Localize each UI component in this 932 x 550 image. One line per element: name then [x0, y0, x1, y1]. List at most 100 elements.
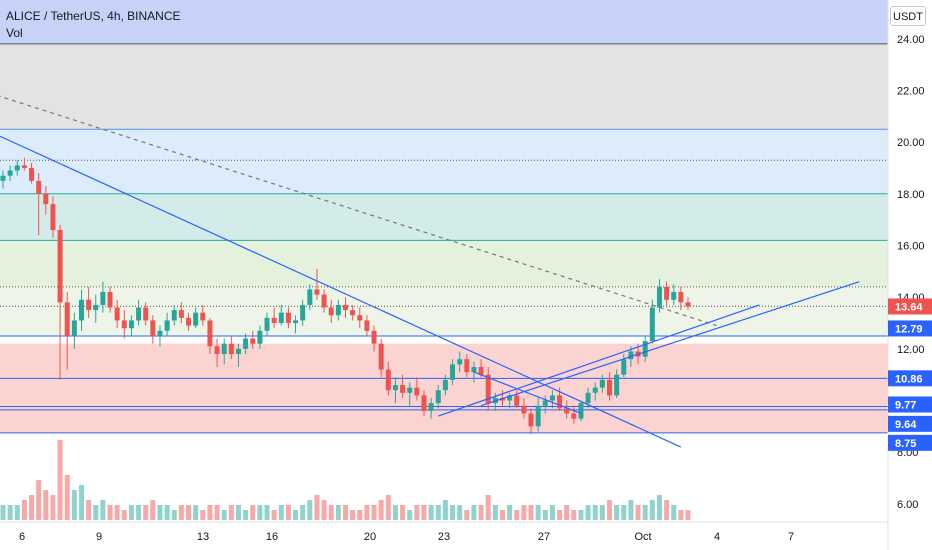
- volume-bar-63: [450, 505, 456, 520]
- candle-body-57: [407, 387, 413, 393]
- candle-body-79: [564, 408, 570, 414]
- candle-body-94: [671, 292, 677, 300]
- candle-body-66: [471, 366, 477, 373]
- candle-body-6: [43, 193, 49, 205]
- volume-bar-37: [264, 505, 270, 520]
- time-tick-3: 16: [266, 531, 278, 543]
- volume-bar-38: [271, 510, 277, 520]
- candle-body-37: [264, 317, 270, 331]
- candle-body-55: [392, 385, 398, 391]
- candle-body-71: [507, 395, 513, 401]
- volume-bar-40: [285, 505, 291, 520]
- candle-body-31: [221, 343, 227, 355]
- trendlines: [0, 95, 860, 448]
- volume-bar-56: [400, 505, 406, 520]
- last-price-label-bg: [888, 298, 932, 315]
- candle-body-60: [428, 403, 434, 411]
- time-tick-6: 27: [538, 531, 550, 543]
- candle-body-24: [171, 310, 177, 321]
- candle-body-40: [285, 312, 291, 324]
- candle-body-10: [71, 320, 77, 336]
- volume-bar-96: [685, 510, 691, 520]
- candle-body-9: [64, 302, 70, 336]
- candle-body-48: [343, 304, 348, 311]
- candle-body-91: [649, 307, 655, 342]
- candle-body-75: [535, 405, 541, 427]
- time-tick-0: 6: [19, 531, 25, 543]
- candle-body-27: [193, 312, 199, 326]
- candle-body-81: [578, 403, 584, 419]
- volume-bar-13: [93, 505, 99, 520]
- price-axis-bg: [888, 0, 932, 550]
- volume-bar-6: [43, 490, 49, 520]
- candle-body-85: [607, 379, 613, 396]
- candle-body-16: [114, 307, 120, 321]
- price-tick-1: 22.00: [897, 85, 925, 97]
- candle-body-39: [278, 312, 284, 324]
- volume-bar-19: [136, 505, 142, 520]
- candle-body-3: [21, 165, 27, 168]
- volume-bar-91: [649, 500, 655, 520]
- candle-body-67: [478, 366, 484, 375]
- volume-bar-14: [100, 500, 106, 520]
- volume-bar-78: [557, 510, 563, 520]
- candle-body-47: [335, 304, 341, 316]
- candle-body-7: [50, 204, 56, 230]
- candle-body-84: [599, 379, 605, 388]
- volume-bar-32: [228, 505, 234, 520]
- price-zone-3: [0, 193, 888, 241]
- volume-bar-0: [0, 505, 6, 520]
- volume-bar-12: [86, 500, 92, 520]
- descending-trendline: [0, 135, 682, 448]
- candle-body-8: [57, 229, 63, 303]
- candle-body-63: [450, 364, 456, 380]
- horizontal-levels: [0, 43, 888, 434]
- candle-body-30: [214, 346, 220, 355]
- time-tick-7: Oct: [634, 531, 651, 543]
- time-tick-4: 20: [364, 531, 376, 543]
- price-zone-5: [0, 286, 888, 336]
- volume-bar-31: [221, 510, 227, 520]
- level-label-964-bg: [888, 415, 932, 432]
- rising-trendline-2: [480, 281, 860, 407]
- price-axis: 24.0022.0020.0018.0016.0014.0012.0010.00…: [887, 0, 932, 550]
- level-label-1279-bg: [888, 320, 932, 337]
- candle-body-59: [421, 395, 427, 411]
- volume-bar-20: [143, 505, 149, 520]
- candle-body-32: [228, 343, 234, 355]
- volume-bar-85: [607, 500, 613, 520]
- candle-body-41: [293, 320, 299, 324]
- volume-bar-60: [428, 505, 434, 520]
- level-label-977: 9.77: [895, 399, 916, 411]
- volume-bar-42: [300, 505, 306, 520]
- volume-bar-49: [350, 510, 356, 520]
- volume-bar-71: [507, 505, 513, 520]
- volume-bar-70: [499, 510, 505, 520]
- volume-bar-88: [628, 500, 634, 520]
- price-zone-0: [0, 0, 888, 44]
- volume-bar-41: [293, 510, 299, 520]
- volume-bar-51: [364, 505, 370, 520]
- candle-body-13: [93, 304, 99, 311]
- volume-bar-5: [36, 480, 42, 520]
- candle-body-54: [385, 369, 391, 391]
- volume-bar-82: [585, 505, 591, 520]
- volume-bar-8: [57, 440, 63, 520]
- candle-body-46: [328, 307, 334, 316]
- level-label-964: 9.64: [895, 419, 917, 431]
- candle-body-29: [207, 320, 213, 347]
- volume-bar-23: [164, 505, 170, 520]
- volume-bar-90: [642, 505, 648, 520]
- volume-bar-92: [656, 495, 662, 520]
- candle-body-36: [257, 330, 263, 344]
- volume-bar-74: [528, 505, 534, 520]
- price-tick-9: 6.00: [897, 499, 918, 511]
- currency-button[interactable]: USDT: [890, 6, 926, 26]
- volume-bar-83: [592, 505, 598, 520]
- volume-bar-9: [64, 475, 70, 520]
- volume-bar-57: [407, 510, 413, 520]
- volume-bar-35: [250, 505, 256, 520]
- volume-bar-36: [257, 505, 263, 520]
- candle-body-56: [400, 385, 406, 393]
